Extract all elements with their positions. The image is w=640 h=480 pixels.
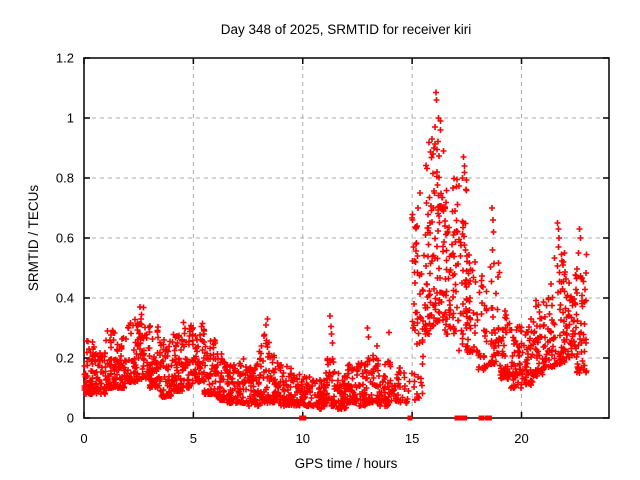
zero-dropout-marker <box>407 415 413 421</box>
zero-dropout-marker <box>462 415 468 421</box>
x-tick-label: 5 <box>190 431 197 446</box>
plot-border <box>83 57 610 419</box>
y-tick-label: 1.2 <box>56 51 74 66</box>
y-tick-label: 0.4 <box>56 291 74 306</box>
scatter-markers <box>81 89 590 412</box>
tick-labels: 0 5 10 15 20 0 0.2 0.4 0.6 0.8 1 1.2 <box>56 51 529 447</box>
y-tick-label: 0.8 <box>56 171 74 186</box>
y-tick-label: 0.2 <box>56 351 74 366</box>
x-tick-label: 10 <box>296 431 310 446</box>
y-tick-label: 1 <box>67 111 74 126</box>
y-tick-label: 0.6 <box>56 231 74 246</box>
zero-dropout-marker <box>459 415 465 421</box>
zero-dropout-marker <box>301 415 307 421</box>
y-tick-label: 0 <box>67 411 74 426</box>
zero-dropout-marker <box>479 415 485 421</box>
x-axis-label: GPS time / hours <box>295 456 398 471</box>
zero-dropout-marker <box>486 415 492 421</box>
y-axis-label: SRMTID / TECUs <box>26 185 41 292</box>
x-tick-label: 20 <box>514 431 528 446</box>
x-tick-label: 15 <box>405 431 419 446</box>
chart-title: Day 348 of 2025, SRMTID for receiver kir… <box>221 22 472 37</box>
data-points <box>81 89 590 421</box>
x-tick-label: 0 <box>80 431 87 446</box>
